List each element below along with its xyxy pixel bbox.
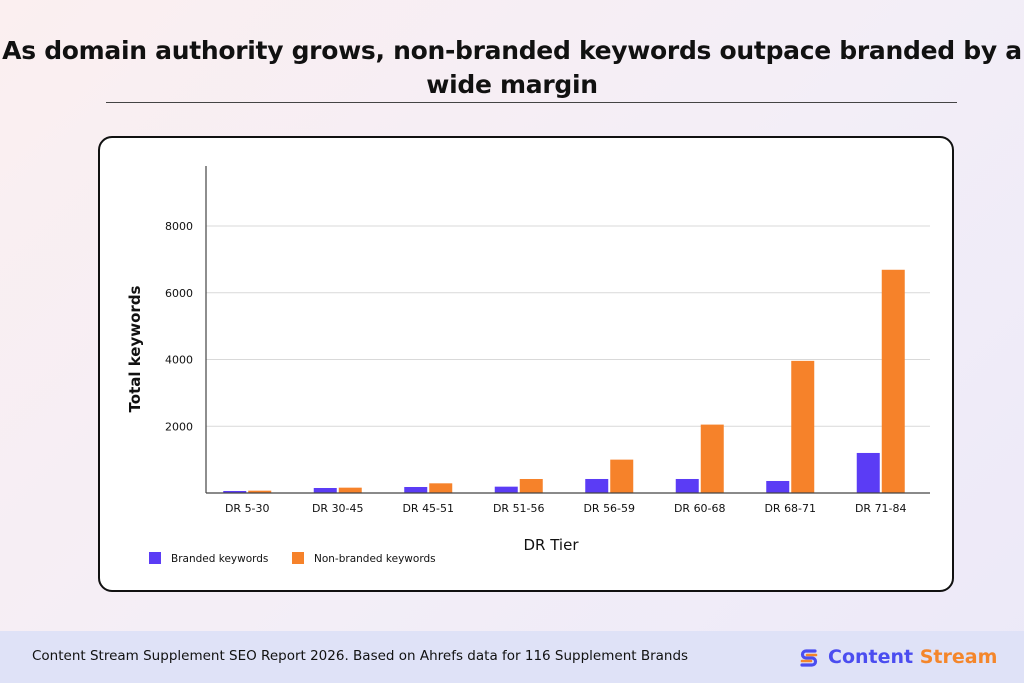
x-tick-label: DR 5-30 [225, 502, 270, 515]
bar-non-branded [700, 424, 724, 493]
brand-word-content: Content [828, 646, 914, 668]
legend-label-non-branded: Non-branded keywords [314, 553, 436, 565]
x-axis-label: DR Tier [523, 536, 579, 554]
x-tick-label: DR 71-84 [855, 502, 907, 515]
x-tick-labels: DR 5-30 DR 30-45 DR 45-51 DR 51-56 DR 56-59 D… [225, 502, 907, 515]
bar-non-branded [429, 483, 453, 493]
bar-branded [404, 486, 428, 493]
bar-branded [585, 478, 609, 493]
bar-branded [856, 452, 880, 493]
y-tick-label: 2000 [165, 420, 193, 433]
bar-non-branded [791, 360, 815, 493]
title-divider [106, 102, 957, 103]
content-stream-logo-icon [800, 649, 818, 667]
brand-logo: Content Stream [798, 643, 997, 671]
legend: Branded keywords Non-branded keywords [149, 552, 436, 565]
bar-chart: 2000 4000 6000 8000 DR 5-30 DR 30-45 DR 45-51… [126, 166, 930, 565]
brand-name: Content Stream [828, 646, 997, 668]
legend-label-branded: Branded keywords [171, 553, 268, 565]
bar-non-branded [519, 478, 543, 493]
y-tick-label: 6000 [165, 287, 193, 300]
x-tick-label: DR 60-68 [674, 502, 726, 515]
bar-non-branded [610, 459, 634, 493]
legend-swatch-non-branded [292, 552, 304, 564]
grid-lines [206, 225, 930, 427]
brand-word-stream: Stream [913, 646, 998, 668]
x-tick-label: DR 56-59 [583, 502, 635, 515]
bar-non-branded [881, 269, 905, 493]
y-axis-label: Total keywords [126, 285, 144, 412]
legend-swatch-branded [149, 552, 161, 564]
y-tick-label: 8000 [165, 220, 193, 233]
footer-bar: Content Stream Supplement SEO Report 202… [0, 631, 1024, 683]
bar-branded [313, 487, 337, 493]
x-tick-label: DR 30-45 [312, 502, 364, 515]
bar-non-branded [338, 487, 362, 493]
source-note: Content Stream Supplement SEO Report 202… [32, 648, 689, 664]
bar-branded [675, 478, 699, 493]
x-tick-label: DR 68-71 [764, 502, 816, 515]
y-tick-label: 4000 [165, 354, 193, 367]
bar-branded [223, 490, 247, 493]
y-tick-labels: 2000 4000 6000 8000 [165, 220, 193, 433]
bar-branded [766, 480, 790, 493]
page-title: As domain authority grows, non-branded k… [2, 36, 1022, 99]
x-tick-label: DR 45-51 [402, 502, 454, 515]
bar-non-branded [248, 490, 272, 493]
bar-branded [494, 486, 518, 493]
x-tick-label: DR 51-56 [493, 502, 545, 515]
bars [223, 269, 905, 493]
